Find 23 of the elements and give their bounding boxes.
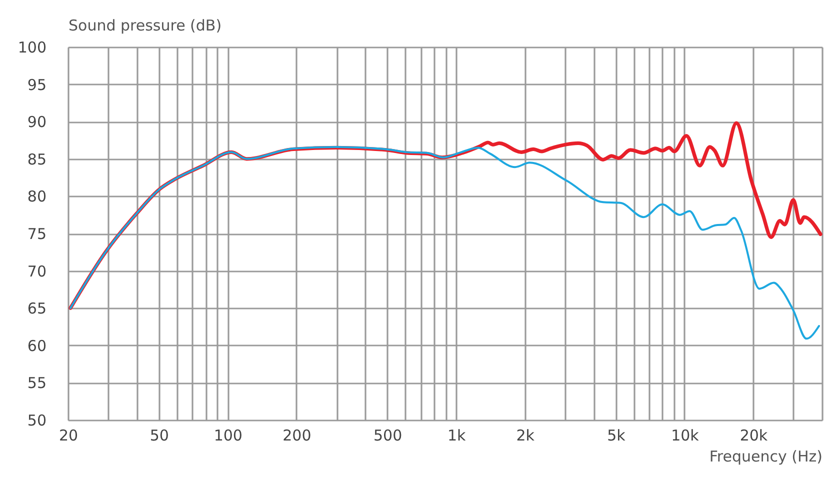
- y-tick-label: 90: [27, 113, 46, 132]
- y-tick-label: 65: [27, 300, 46, 318]
- y-tick-label: 95: [27, 76, 46, 94]
- x-tick-label: 20: [58, 426, 78, 444]
- y-tick-label: 100: [18, 38, 46, 56]
- y-axis-title: Sound pressure (dB): [68, 16, 222, 34]
- y-tick-label: 55: [27, 374, 46, 392]
- y-tick-label: 85: [27, 150, 46, 168]
- x-tick-label: 50: [150, 426, 169, 444]
- x-tick-label: 100: [214, 426, 242, 444]
- y-tick-label: 60: [27, 336, 46, 355]
- y-tick-label: 80: [27, 188, 46, 206]
- x-tick-label: 10k: [671, 426, 700, 444]
- x-tick-label: 500: [373, 426, 402, 444]
- y-tick-label: 75: [27, 225, 46, 243]
- y-tick-label: 50: [27, 412, 46, 430]
- x-tick-label: 2k: [516, 426, 535, 444]
- x-tick-label: 20k: [740, 426, 768, 444]
- y-tick-label: 70: [27, 262, 46, 280]
- x-tick-label: 200: [282, 426, 312, 444]
- x-axis-title: Frequency (Hz): [709, 448, 822, 466]
- x-tick-label: 1k: [447, 426, 466, 444]
- x-tick-label: 5k: [607, 426, 626, 444]
